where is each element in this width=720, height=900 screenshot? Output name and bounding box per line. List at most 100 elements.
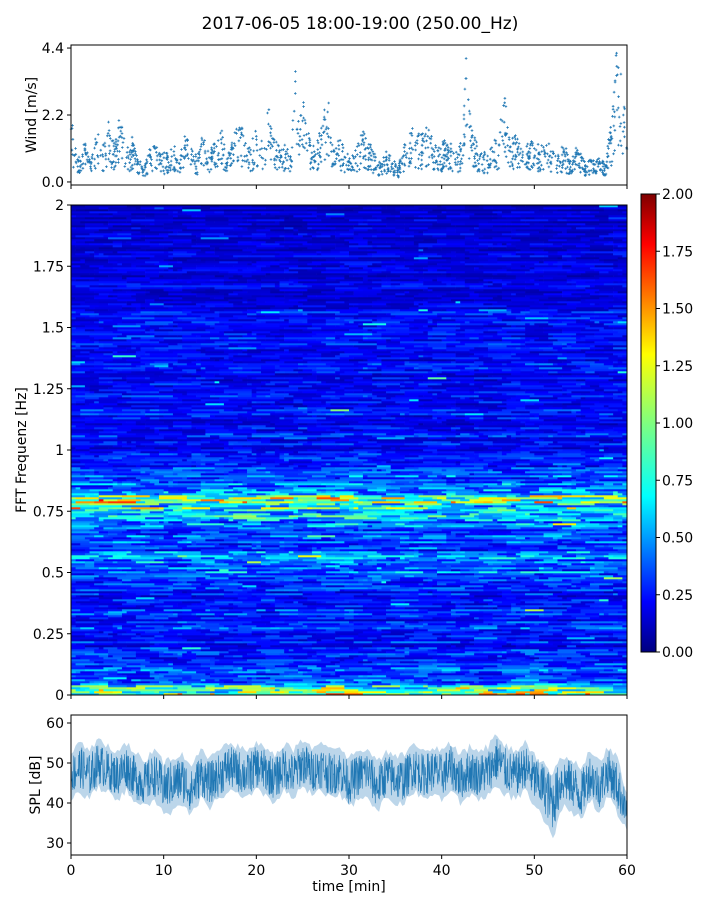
spectrogram-cell [580,513,609,516]
spectrogram-cell [191,451,211,454]
spectrogram-cell [418,537,447,540]
spectrogram-cell [613,685,627,688]
spectrogram-cell [617,653,627,656]
spectrogram-cell [302,641,317,644]
spectrogram-cell [108,515,118,518]
spectrogram-cell [154,545,164,548]
spectrogram-cell [279,615,290,618]
spectrogram-cell [316,609,341,612]
spectrogram-cell [112,465,137,468]
spectrogram-cell [135,683,155,686]
spectrogram-cell [182,601,202,604]
spectrogram-cell [186,593,192,596]
spectrogram-cell [200,463,206,466]
spectrogram-cell [372,423,396,426]
spectrogram-cell [94,561,113,564]
spectrogram-cell [103,681,109,684]
spectrogram-cell [71,469,95,472]
spectrogram-cell [613,509,627,512]
spectrogram-cell [182,519,197,522]
spectrogram-cell [279,567,285,570]
spectrogram-cell [112,627,118,630]
spectrogram-cell [260,661,285,664]
spectrogram-cell [108,579,123,582]
spectrogram-cell [177,581,183,584]
spectrogram-cell [381,629,401,632]
spectrogram-cell [381,577,401,580]
spectrogram-cell [335,445,354,448]
spectrogram-cell [112,667,123,670]
spectrogram-cell [497,659,503,662]
spectrogram-cell [233,665,262,668]
spectrogram-cell [538,429,554,432]
spectrogram-cell [571,621,591,624]
spectrogram-cell [534,579,554,582]
spectrogram-cell [316,691,327,694]
spectrogram-cell [71,659,90,662]
spectrogram-cell [446,587,466,590]
spectrogram-cell [168,617,183,620]
spectrogram-cell [376,441,405,444]
spectrogram-cell [135,465,141,468]
spectrogram-cell [548,527,563,530]
spectrogram-cell [441,473,456,476]
spectrogram-cell [89,659,95,662]
spectrogram-cell [154,499,178,502]
spectrogram-cell [145,445,169,448]
spectrogram-cell [233,625,239,628]
spectrogram-cell [353,427,378,430]
spectrogram-cell [548,577,577,580]
spectrogram-cell [177,437,188,440]
spectrogram-cell [274,471,303,474]
spectrogram-cell [386,581,415,584]
spectrogram-cell [307,617,336,620]
spectrogram-cell [205,471,225,474]
spectrogram-cell [608,435,623,438]
spectrogram-cell [288,439,317,442]
spectrogram-cell [390,411,410,414]
spectrogram-cell [196,627,202,630]
spectrogram-cell [362,623,391,626]
spectrogram-cell [409,409,433,412]
spectrogram-cell [418,609,429,612]
spectrogram-cell [418,517,429,520]
spectrogram-cell [191,609,206,612]
spectrogram-cell [256,691,271,694]
spectrogram-cell [599,599,609,602]
spectrogram-cell [247,543,252,546]
spectrogram-cell [108,593,137,596]
spectrogram-cell [108,633,118,636]
spectrogram-cell [335,633,359,636]
spectrogram-cell [580,675,609,678]
spectrogram-cell [399,433,415,436]
spectrogram-cell [450,643,475,646]
spectrogram-cell [376,421,405,424]
spectrogram-cell [288,595,303,598]
spectrogram-cell [71,529,90,532]
spectrogram-cell [177,657,197,660]
spectrogram-cell [488,581,493,584]
spectrogram-cell [121,497,137,500]
spectrogram-cell [529,641,549,644]
spectrogram-cell [525,643,554,646]
spectrogram-cell [302,587,322,590]
spectrogram-cell [538,447,549,450]
spectrogram-cell [566,513,581,516]
spectrogram-cell [358,421,378,424]
spectrogram-cell [154,519,183,522]
spectrogram-cell [543,619,558,622]
spectrogram-cell [149,495,160,498]
spectrogram-cell [335,453,359,456]
spectrogram-cell [529,577,540,580]
spectrogram-cell [349,437,378,440]
spectrogram-cell [256,555,262,558]
spectrogram-cell [594,431,619,434]
spectrogram-cell [492,441,512,444]
spectrogram-cell [140,527,164,530]
spectrogram-cell [316,651,331,654]
spectrogram-cell [316,497,341,500]
spectrogram-cell [84,423,95,426]
spectrogram-cell [515,535,544,538]
spectrogram-cell [437,517,461,520]
spectrogram-cell [321,449,327,452]
